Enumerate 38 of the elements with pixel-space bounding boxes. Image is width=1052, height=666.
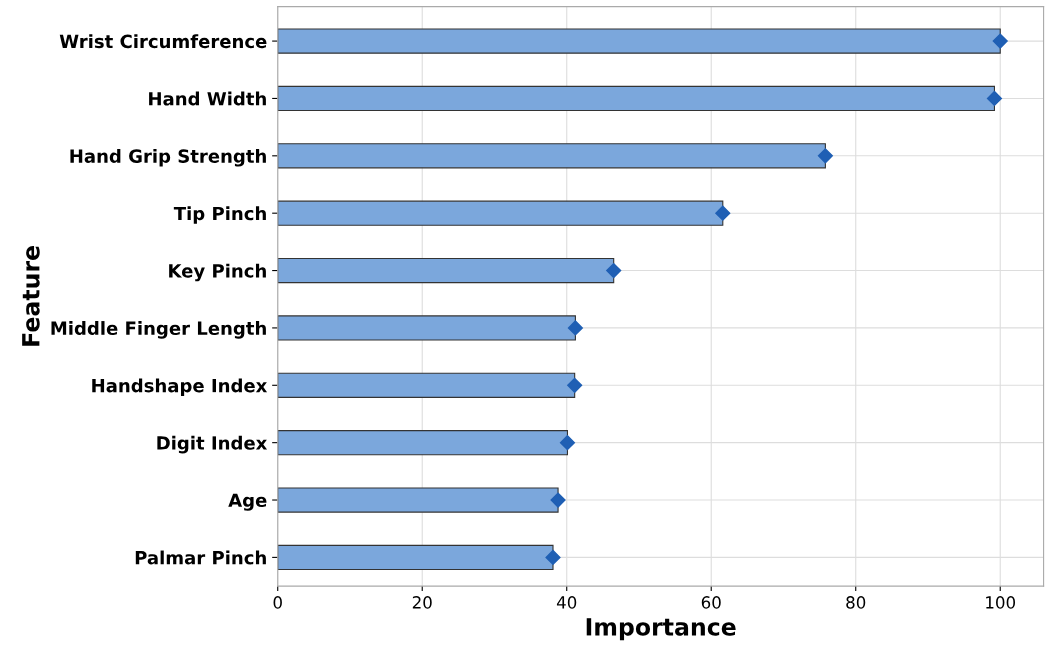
y-tick-label: Wrist Circumference bbox=[59, 34, 267, 49]
bar bbox=[277, 85, 996, 112]
x-tick-label: 0 bbox=[273, 596, 282, 609]
point bbox=[817, 148, 833, 164]
x-tick-label: 40 bbox=[556, 596, 577, 609]
y-tick-label: Middle Finger Length bbox=[51, 321, 266, 339]
y-tick-label: Key Pinch bbox=[169, 263, 266, 282]
point bbox=[986, 90, 1003, 107]
y-tick-label: Tip Pinch bbox=[173, 206, 266, 224]
point bbox=[606, 262, 622, 279]
y-tick-label: Palmar Pinch bbox=[135, 550, 266, 565]
bar bbox=[277, 487, 559, 513]
y-tick-label: Hand Width bbox=[149, 91, 266, 106]
y-tick-label: Handshape Index bbox=[92, 378, 268, 396]
point bbox=[715, 205, 731, 221]
bar bbox=[277, 28, 1001, 54]
point bbox=[567, 320, 583, 336]
y-tick-label: Digit Index bbox=[157, 435, 268, 454]
point bbox=[567, 377, 583, 393]
x-tick-label: 80 bbox=[846, 596, 866, 609]
point bbox=[559, 435, 576, 451]
x-axis-title: Importance bbox=[586, 618, 736, 641]
point bbox=[550, 492, 566, 508]
y-axis-title: Feature bbox=[22, 246, 40, 346]
x-tick-label: 20 bbox=[412, 596, 432, 609]
bar bbox=[277, 372, 576, 398]
y-tick-label: Age bbox=[228, 493, 267, 511]
bar bbox=[277, 544, 554, 570]
x-tick-label: 100 bbox=[986, 596, 1016, 609]
point bbox=[545, 549, 561, 565]
x-tick-label: 60 bbox=[701, 596, 721, 609]
bar bbox=[277, 257, 615, 284]
bar bbox=[277, 200, 724, 226]
bar bbox=[277, 430, 569, 456]
bar bbox=[277, 143, 826, 169]
bar bbox=[277, 315, 576, 341]
point bbox=[992, 33, 1008, 49]
y-tick-label: Hand Grip Strength bbox=[70, 148, 266, 167]
